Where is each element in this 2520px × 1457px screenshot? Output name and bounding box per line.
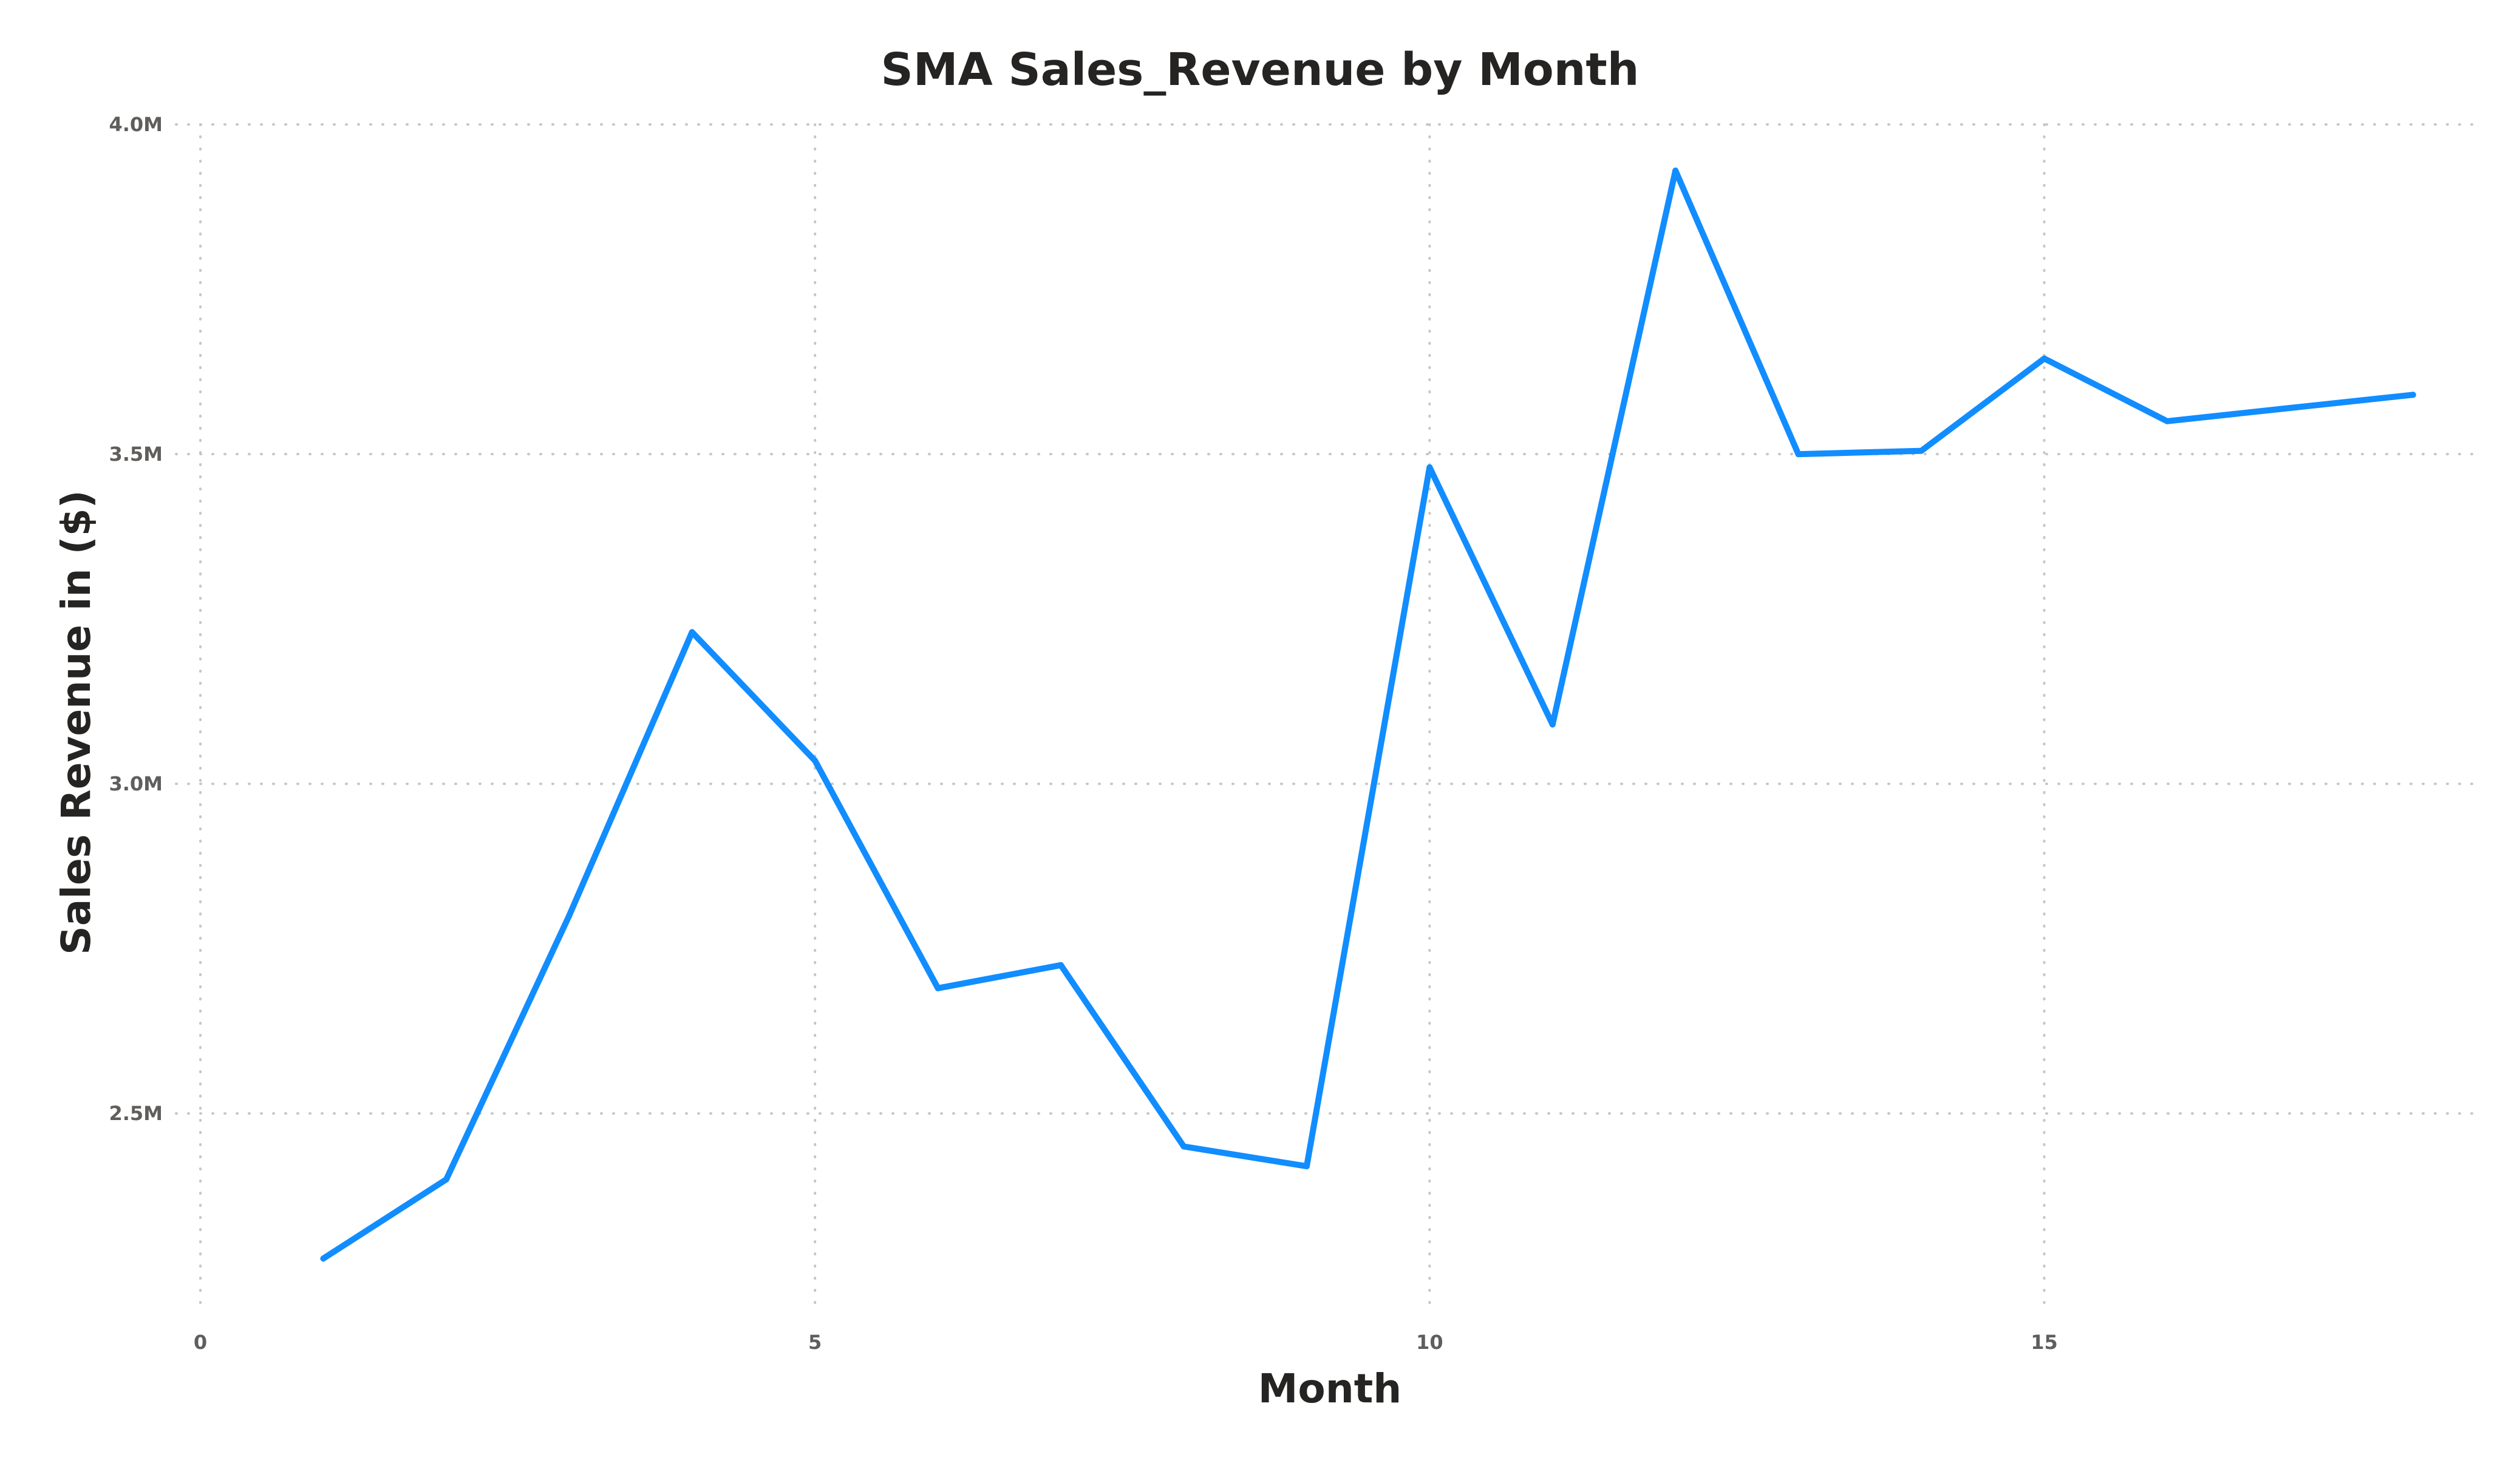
x-tick-label: 0 <box>194 1331 207 1354</box>
y-axis-title: Sales Revenue in ($) <box>53 490 100 955</box>
data-point <box>1549 721 1556 728</box>
data-point <box>443 1176 449 1183</box>
x-axis-title: Month <box>1258 1365 1402 1412</box>
data-point <box>566 912 573 919</box>
chart-title: SMA Sales_Revenue by Month <box>881 44 1640 96</box>
tick-layer: 2.5M 3.0M 3.5M 4.0M 0 5 10 15 <box>109 113 2057 1354</box>
data-point <box>1918 447 1925 454</box>
data-point <box>2287 405 2294 412</box>
data-point <box>2041 355 2048 362</box>
data-point <box>812 758 819 764</box>
series-line <box>320 168 2416 1262</box>
data-point <box>1058 962 1064 968</box>
data-point <box>2164 418 2170 424</box>
x-tick-label: 10 <box>1416 1331 1443 1354</box>
data-point <box>320 1255 327 1262</box>
series-layer <box>320 168 2416 1262</box>
data-point <box>689 629 695 636</box>
data-point <box>1795 451 1802 458</box>
y-tick-label: 3.5M <box>109 443 163 466</box>
y-tick-label: 4.0M <box>109 113 163 136</box>
data-point <box>1180 1143 1187 1150</box>
y-tick-label: 3.0M <box>109 772 163 795</box>
data-point <box>1303 1163 1310 1170</box>
data-point <box>935 985 941 991</box>
data-point <box>1426 464 1433 470</box>
grid-layer <box>175 123 2476 1313</box>
data-point <box>2409 392 2416 398</box>
x-tick-label: 15 <box>2031 1331 2058 1354</box>
y-tick-label: 2.5M <box>109 1102 163 1125</box>
data-point <box>1672 168 1679 174</box>
x-tick-label: 5 <box>808 1331 822 1354</box>
